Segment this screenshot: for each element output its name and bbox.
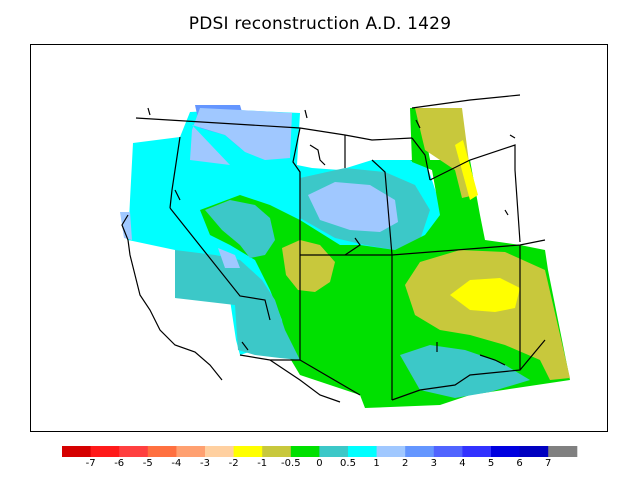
colorbar-tick-label: 1	[373, 458, 380, 469]
colorbar-tick-label: 0	[316, 458, 323, 469]
region-lightblue-ca	[218, 248, 240, 268]
colorbar-tick-label: -7	[85, 458, 96, 469]
region-yellow-north	[455, 140, 478, 200]
region-olive-north	[415, 108, 475, 198]
colorbar-tick-label: 7	[545, 458, 552, 469]
colorbar-tick-label: 4	[459, 458, 466, 469]
region-lightblue-wyoming	[308, 182, 398, 232]
colorbar-tick-label: -3	[200, 458, 210, 469]
region-teal-southwest	[175, 250, 300, 360]
colorbar-tick-label: -1	[257, 458, 268, 469]
region-teal-ring	[205, 200, 275, 258]
colorbar-tick-label: 3	[430, 458, 437, 469]
pdsi-fill-layer	[120, 105, 570, 408]
region-olive-utah	[282, 240, 335, 292]
state-borders	[121, 94, 546, 403]
colorbar-tick-label: -4	[171, 458, 182, 469]
colorbar-tick-label: 2	[402, 458, 409, 469]
colorbar-tick-label: -2	[228, 458, 239, 469]
region-lightblue-coast	[120, 212, 132, 240]
region-teal-south	[400, 345, 530, 398]
map-title: PDSI reconstruction A.D. 1429	[188, 14, 452, 34]
map-frame	[30, 44, 608, 432]
region-olive-southeast	[405, 250, 570, 380]
colorbar-tick-label: 6	[516, 458, 523, 469]
colorbar-tick-label: 5	[487, 458, 495, 469]
region-green-northeast	[410, 108, 432, 170]
colorbar-tick-label: 0.5	[340, 458, 356, 469]
colorbar-tick-label: -6	[114, 458, 125, 469]
colorbar-tick-label: -0.5	[281, 458, 301, 469]
colorbar-tick-label: -5	[142, 458, 153, 469]
region-yellow-southeast	[450, 278, 520, 312]
